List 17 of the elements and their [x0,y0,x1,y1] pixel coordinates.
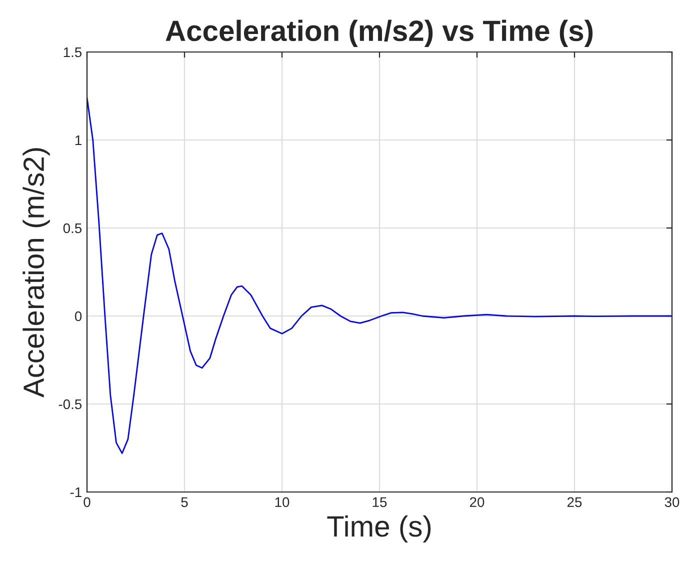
x-axis-title: Time (s) [327,515,431,543]
line-series [87,97,672,454]
x-tick-label: 10 [275,497,290,508]
x-tick-label: 30 [664,497,680,508]
y-tick-label: -1 [70,487,82,498]
y-tick-label: 1 [75,135,82,146]
y-tick-label: 1.5 [64,47,82,58]
y-tick-label: -0.5 [58,399,82,410]
y-axis-title: Acceleration (m/s2) [22,148,50,398]
y-tick-label: 0.5 [63,223,82,234]
x-tick-label: 20 [470,497,484,508]
x-tick-label: 15 [372,497,387,508]
x-tick-label: 5 [181,497,188,508]
x-tick-label: 25 [567,497,582,508]
chart-title: Acceleration (m/s2) vs Time (s) [166,20,593,47]
y-tick-label: 0 [74,311,82,322]
x-tick-label: 0 [84,497,90,508]
